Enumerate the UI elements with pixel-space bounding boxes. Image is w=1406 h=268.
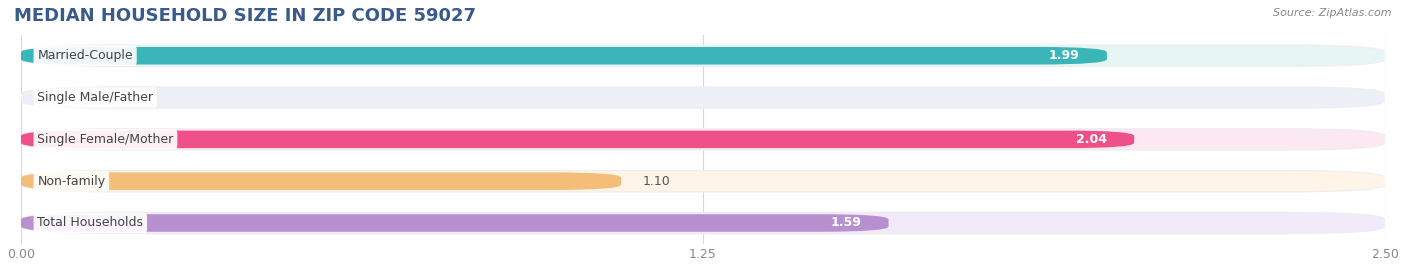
FancyBboxPatch shape: [21, 213, 1385, 233]
FancyBboxPatch shape: [21, 44, 1385, 67]
FancyBboxPatch shape: [21, 212, 1385, 234]
FancyBboxPatch shape: [21, 129, 1385, 149]
FancyBboxPatch shape: [21, 171, 1385, 191]
FancyBboxPatch shape: [21, 131, 1135, 148]
FancyBboxPatch shape: [21, 86, 1385, 109]
FancyBboxPatch shape: [21, 172, 621, 190]
FancyBboxPatch shape: [21, 88, 1385, 107]
FancyBboxPatch shape: [21, 46, 1385, 66]
Text: Total Households: Total Households: [38, 217, 143, 229]
Text: Single Male/Father: Single Male/Father: [38, 91, 153, 104]
FancyBboxPatch shape: [21, 214, 889, 232]
Text: 2.04: 2.04: [1076, 133, 1107, 146]
Text: MEDIAN HOUSEHOLD SIZE IN ZIP CODE 59027: MEDIAN HOUSEHOLD SIZE IN ZIP CODE 59027: [14, 7, 477, 25]
Text: 1.59: 1.59: [831, 217, 862, 229]
Text: 1.99: 1.99: [1049, 49, 1080, 62]
FancyBboxPatch shape: [21, 128, 1385, 151]
FancyBboxPatch shape: [21, 170, 1385, 192]
Text: 0.00: 0.00: [86, 91, 114, 104]
Text: Non-family: Non-family: [38, 175, 105, 188]
Text: Married-Couple: Married-Couple: [38, 49, 134, 62]
FancyBboxPatch shape: [21, 47, 1107, 65]
Text: Source: ZipAtlas.com: Source: ZipAtlas.com: [1274, 8, 1392, 18]
Text: 1.10: 1.10: [643, 175, 671, 188]
Text: Single Female/Mother: Single Female/Mother: [38, 133, 173, 146]
